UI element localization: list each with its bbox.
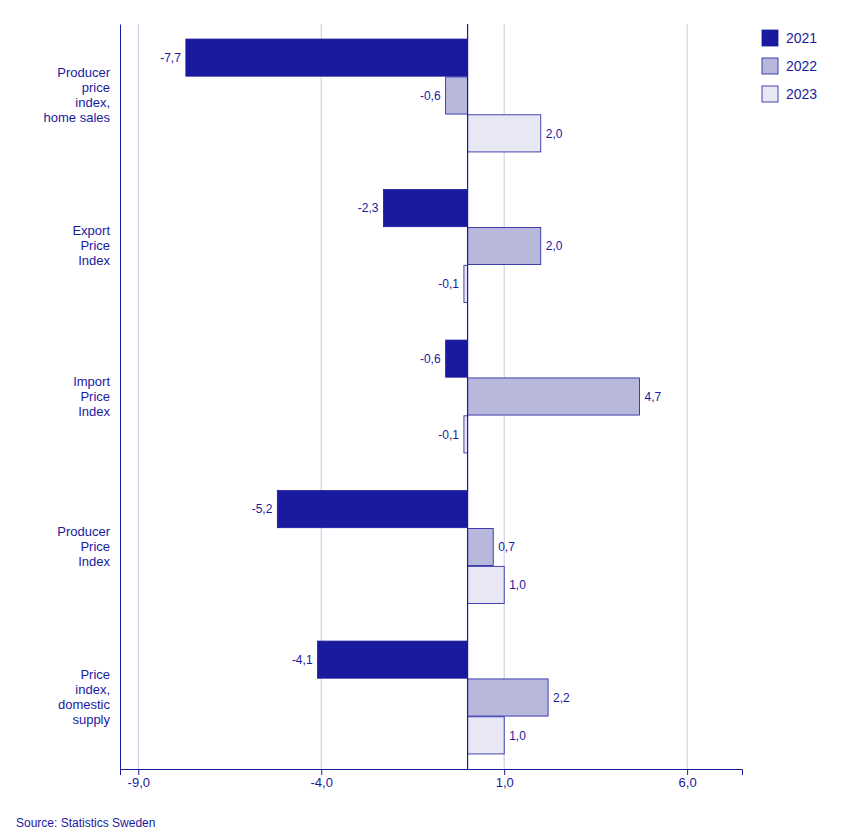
x-tick-label: -9,0 — [128, 775, 150, 790]
y-axis-line — [120, 25, 121, 770]
bar-series — [464, 115, 541, 754]
bar — [468, 378, 640, 415]
y-tick-label-line: price — [82, 80, 110, 95]
y-tick: ProducerPriceIndex — [57, 524, 120, 569]
x-tick-mark — [321, 769, 322, 775]
y-tick-label-line: Import — [73, 374, 110, 389]
bar — [446, 340, 468, 377]
bar-series — [186, 39, 468, 678]
legend-label: 2021 — [786, 30, 817, 46]
y-tick-label-line: supply — [72, 712, 110, 727]
y-tick-label: Priceindex,domesticsupply — [58, 667, 111, 727]
data-label: -7,7 — [160, 51, 181, 65]
annotation: Source: Statistics Sweden — [16, 816, 155, 830]
y-tick: ExportPriceIndex — [72, 223, 120, 268]
bar — [468, 566, 505, 603]
y-tick-label: ImportPriceIndex — [73, 374, 110, 419]
data-label: -2,3 — [358, 201, 379, 215]
x-tick-label: 6,0 — [679, 775, 697, 790]
x-axis: -9,0 -4,0 1,0 6,0 — [121, 769, 743, 790]
data-label: -0,1 — [438, 428, 459, 442]
plot: -4,1 -5,2 -0,6 -2,3 -7,7 2,2 0,7 4,7 2,0 -0,6 1,0 1… — [44, 24, 743, 790]
y-tick: Producerpriceindex,home sales — [44, 65, 120, 125]
x-tick-label: 1,0 — [496, 775, 514, 790]
data-label: -5,2 — [252, 502, 273, 516]
bar — [277, 491, 467, 528]
data-label: -0,1 — [438, 277, 459, 291]
y-tick-label-line: domestic — [58, 697, 111, 712]
y-tick-label-line: Price — [80, 667, 110, 682]
data-label: 2,0 — [546, 127, 563, 141]
y-axis: Priceindex,domesticsupplyProducerPriceIn… — [44, 25, 121, 770]
x-tick: -9,0 — [128, 769, 150, 790]
x-tick: 1,0 — [496, 769, 514, 790]
x-tick-mark — [687, 769, 688, 775]
legend-label: 2022 — [786, 58, 817, 74]
data-label: -0,6 — [420, 352, 441, 366]
y-tick-label-line: Price — [80, 539, 110, 554]
grid-line — [138, 24, 139, 769]
bar — [468, 717, 505, 754]
y-tick-label-line: Index — [78, 253, 110, 268]
bar — [446, 77, 468, 114]
y-tick-label-line: home sales — [44, 110, 111, 125]
legend-label: 2023 — [786, 86, 817, 102]
y-tick-label-line: Export — [72, 223, 110, 238]
y-tick-label: ExportPriceIndex — [72, 223, 110, 268]
x-tick-label: -4,0 — [311, 775, 333, 790]
y-tick-label: Producerpriceindex,home sales — [44, 65, 111, 125]
zero-line — [467, 24, 468, 769]
bars — [186, 39, 640, 754]
x-tick: 6,0 — [679, 769, 697, 790]
data-label: -4,1 — [292, 653, 313, 667]
data-labels: -4,1 -5,2 -0,6 -2,3 -7,7 2,2 0,7 4,7 2,0 -0,6 1,0 1… — [160, 51, 661, 743]
y-tick-label-line: index, — [75, 682, 110, 697]
y-tick-label-line: Index — [78, 554, 110, 569]
legend-item: 2021 — [762, 30, 817, 46]
y-tick-label-line: Producer — [57, 524, 110, 539]
bar — [468, 528, 494, 565]
bar — [318, 641, 468, 678]
x-tick-mark — [504, 769, 505, 775]
bar-series — [446, 77, 640, 716]
legend-swatch — [762, 30, 778, 46]
bar — [383, 190, 467, 227]
data-label: 0,7 — [498, 540, 515, 554]
legend: 2021 2022 2023 — [762, 30, 817, 102]
legend-item: 2022 — [762, 58, 817, 74]
data-label: 2,2 — [553, 691, 570, 705]
bar — [468, 679, 548, 716]
y-tick-label-line: Price — [80, 389, 110, 404]
legend-item: 2023 — [762, 86, 817, 102]
x-tick-mark — [138, 769, 139, 775]
y-tick-label: ProducerPriceIndex — [57, 524, 110, 569]
data-label: 1,0 — [509, 729, 526, 743]
x-axis-line — [121, 770, 743, 776]
bar — [468, 115, 541, 152]
bar — [186, 39, 468, 76]
grid-line — [687, 24, 688, 769]
data-label: 1,0 — [509, 578, 526, 592]
legend-swatch — [762, 86, 778, 102]
grid — [138, 24, 687, 769]
bar — [468, 227, 541, 264]
y-tick-label-line: Index — [78, 404, 110, 419]
y-tick-label-line: index, — [75, 95, 110, 110]
y-tick: ImportPriceIndex — [73, 374, 120, 419]
chart: -4,1 -5,2 -0,6 -2,3 -7,7 2,2 0,7 4,7 2,0 -0,6 1,0 1… — [0, 0, 852, 839]
data-label: -0,6 — [420, 89, 441, 103]
legend-swatch — [762, 58, 778, 74]
x-tick: -4,0 — [311, 769, 333, 790]
data-label: 4,7 — [645, 390, 662, 404]
y-tick-label-line: Producer — [57, 65, 110, 80]
data-label: 2,0 — [546, 239, 563, 253]
y-tick-label-line: Price — [80, 238, 110, 253]
y-tick: Priceindex,domesticsupply — [58, 667, 120, 727]
